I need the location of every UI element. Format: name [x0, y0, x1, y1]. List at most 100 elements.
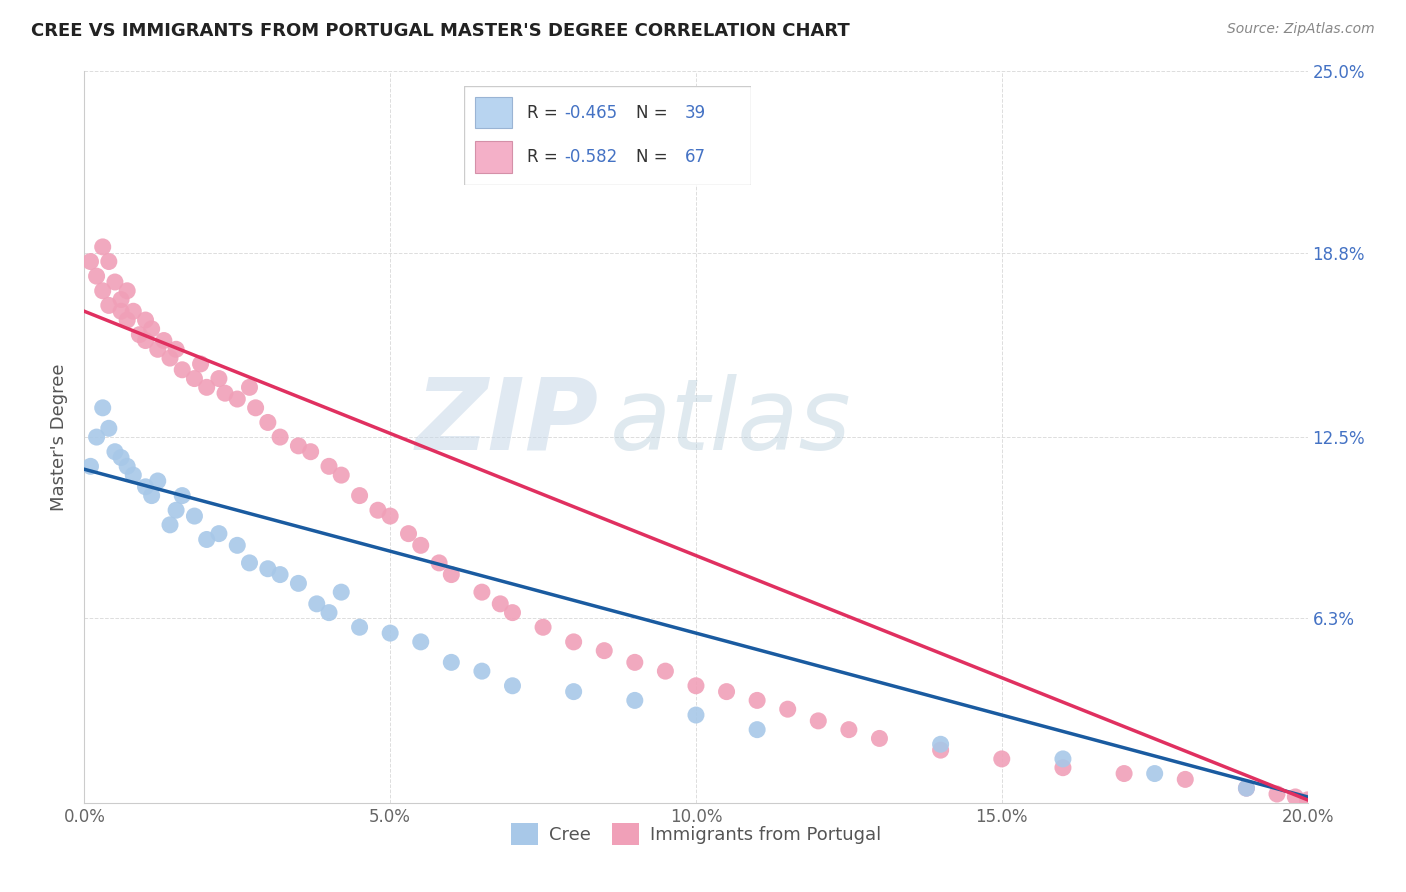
Point — [409, 635, 432, 649]
Point — [747, 723, 769, 737]
Point — [141, 322, 163, 336]
Point — [716, 684, 738, 698]
Point — [226, 538, 249, 552]
Point — [654, 664, 676, 678]
Point — [624, 656, 647, 670]
Point — [183, 371, 205, 385]
Point — [1236, 781, 1258, 796]
Point — [502, 679, 524, 693]
Point — [869, 731, 891, 746]
Text: ZIP: ZIP — [415, 374, 598, 471]
Point — [238, 556, 260, 570]
Point — [79, 459, 101, 474]
Point — [367, 503, 389, 517]
Point — [195, 533, 218, 547]
Point — [380, 626, 402, 640]
Point — [269, 567, 291, 582]
Point — [183, 509, 205, 524]
Point — [1114, 766, 1136, 780]
Point — [929, 737, 952, 751]
Point — [115, 459, 138, 474]
Point — [110, 450, 132, 465]
Point — [79, 254, 101, 268]
Point — [135, 313, 157, 327]
Point — [299, 444, 322, 458]
Point — [172, 489, 194, 503]
Point — [440, 567, 463, 582]
Text: atlas: atlas — [610, 374, 852, 471]
Point — [214, 386, 236, 401]
Y-axis label: Master's Degree: Master's Degree — [51, 363, 69, 511]
Point — [97, 254, 120, 268]
Point — [471, 585, 494, 599]
Point — [110, 304, 132, 318]
Point — [1296, 793, 1319, 807]
Point — [104, 275, 127, 289]
Point — [135, 480, 157, 494]
Point — [86, 430, 108, 444]
Point — [991, 752, 1014, 766]
Point — [349, 489, 371, 503]
Point — [153, 334, 176, 348]
Point — [91, 401, 114, 415]
Point — [287, 576, 309, 591]
Point — [593, 643, 616, 657]
Text: Source: ZipAtlas.com: Source: ZipAtlas.com — [1227, 22, 1375, 37]
Point — [1052, 761, 1074, 775]
Point — [489, 597, 512, 611]
Point — [122, 468, 145, 483]
Point — [305, 597, 328, 611]
Point — [685, 679, 707, 693]
Point — [330, 468, 353, 483]
Point — [135, 334, 157, 348]
Point — [159, 351, 181, 365]
Point — [146, 474, 169, 488]
Point — [562, 684, 585, 698]
Legend: Cree, Immigrants from Portugal: Cree, Immigrants from Portugal — [503, 816, 889, 852]
Point — [165, 343, 187, 357]
Point — [269, 430, 291, 444]
Point — [1174, 772, 1197, 787]
Point — [427, 556, 450, 570]
Point — [128, 327, 150, 342]
Point — [115, 313, 138, 327]
Point — [502, 606, 524, 620]
Point — [398, 526, 420, 541]
Point — [349, 620, 371, 634]
Point — [238, 380, 260, 394]
Point — [624, 693, 647, 707]
Point — [685, 708, 707, 723]
Point — [807, 714, 830, 728]
Point — [1296, 796, 1319, 810]
Point — [195, 380, 218, 394]
Point — [172, 363, 194, 377]
Point — [208, 371, 231, 385]
Point — [97, 421, 120, 435]
Point — [91, 240, 114, 254]
Point — [159, 517, 181, 532]
Point — [409, 538, 432, 552]
Point — [1236, 781, 1258, 796]
Point — [471, 664, 494, 678]
Point — [141, 489, 163, 503]
Point — [440, 656, 463, 670]
Point — [562, 635, 585, 649]
Point — [122, 304, 145, 318]
Point — [1052, 752, 1074, 766]
Point — [146, 343, 169, 357]
Point — [318, 459, 340, 474]
Point — [1143, 766, 1166, 780]
Point — [531, 620, 554, 634]
Point — [318, 606, 340, 620]
Point — [86, 269, 108, 284]
Point — [165, 503, 187, 517]
Point — [257, 416, 280, 430]
Point — [91, 284, 114, 298]
Point — [287, 439, 309, 453]
Point — [257, 562, 280, 576]
Point — [330, 585, 353, 599]
Point — [226, 392, 249, 406]
Point — [380, 509, 402, 524]
Point — [115, 284, 138, 298]
Point — [97, 298, 120, 312]
